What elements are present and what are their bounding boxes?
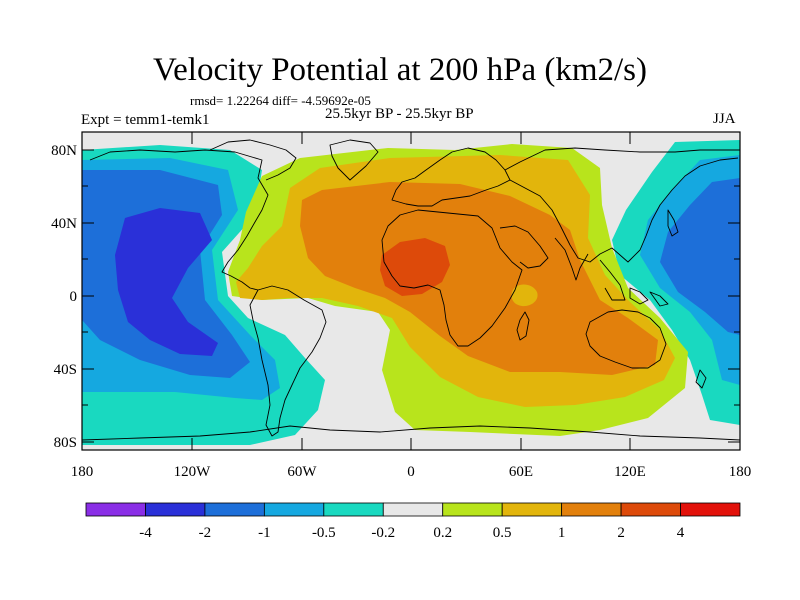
y-tick-label: 0 (70, 289, 78, 305)
colorbar-label: 2 (617, 525, 625, 541)
coastline-madagascar (516, 311, 530, 341)
y-tick-label: 80N (51, 143, 77, 159)
colorbar-label: -4 (139, 525, 152, 541)
y-ticks-left (82, 149, 94, 443)
coastline-north-america (89, 149, 269, 291)
colorbar-swatch (145, 502, 206, 517)
x-tick-label: 60E (509, 464, 533, 480)
x-tick-label: 120E (614, 464, 646, 480)
x-tick-label: 60W (287, 464, 317, 480)
period-line: 25.5kyr BP - 25.5kyr BP (325, 106, 474, 122)
coastline-australia (585, 309, 667, 369)
colorbar: -4 -2 -1 -0.5 -0.2 0.2 0.5 1 2 4 (85, 502, 741, 541)
colorbar-label: -0.2 (371, 525, 395, 541)
colorbar-swatch (442, 502, 503, 517)
colorbar-swatch (323, 502, 384, 517)
colorbar-label: -0.5 (312, 525, 336, 541)
colorbar-swatch (501, 502, 563, 517)
colorbar-label: 0.5 (493, 525, 512, 541)
x-tick-label: 180 (729, 464, 752, 480)
colorbar-swatch (204, 502, 265, 517)
coastline-antarctica (82, 425, 740, 441)
colorbar-label: -2 (199, 525, 212, 541)
y-tick-label: 40S (54, 362, 77, 378)
contour-west-darkblue (115, 208, 218, 356)
coastlines (82, 139, 740, 441)
coastline-greenland (329, 139, 379, 181)
y-tick-label: 80S (54, 435, 77, 451)
colorbar-label: 4 (677, 525, 685, 541)
colorbar-label: -1 (258, 525, 271, 541)
y-tick-labels: 80N 40N 0 40S 80S (51, 143, 77, 451)
colorbar-label: 0.2 (433, 525, 452, 541)
experiment-label: Expt = temm1-temk1 (81, 112, 210, 128)
contour-east-blue (660, 178, 740, 335)
y-ticks-right (728, 149, 740, 443)
coastline-japan (667, 209, 679, 237)
colorbar-label: 1 (558, 525, 566, 541)
x-tick-label: 0 (407, 464, 415, 480)
coastline-asia (504, 147, 739, 263)
contour-pos-orange (300, 182, 658, 375)
stats-line: rmsd= 1.22264 diff= -4.59692e-05 (190, 93, 371, 108)
x-tick-label: 120W (174, 464, 212, 480)
coastline-africa (381, 209, 523, 347)
plot-title: Velocity Potential at 200 hPa (km2/s) (152, 52, 648, 88)
colorbar-swatch (561, 502, 622, 517)
coastline-new-zealand (695, 369, 707, 389)
colorbar-swatch (263, 502, 325, 517)
x-tick-labels: 180 120W 60W 0 60E 120E 180 (71, 464, 752, 480)
coastline-canada-arctic (209, 139, 297, 181)
colorbar-swatch (85, 502, 146, 517)
y-tick-label: 40N (51, 216, 77, 232)
coastline-arabia-india (499, 225, 589, 281)
x-ticks (81, 132, 741, 450)
colorbar-swatch (382, 502, 444, 517)
colorbar-swatch (620, 502, 681, 517)
x-tick-label: 180 (71, 464, 94, 480)
season-label: JJA (713, 111, 736, 127)
coastline-south-america (249, 285, 327, 437)
contour-pos-yellow-island (511, 284, 538, 307)
colorbar-swatch (680, 502, 741, 517)
contour-pos-redorange (380, 238, 450, 296)
coastline-southeast-asia (599, 259, 669, 307)
